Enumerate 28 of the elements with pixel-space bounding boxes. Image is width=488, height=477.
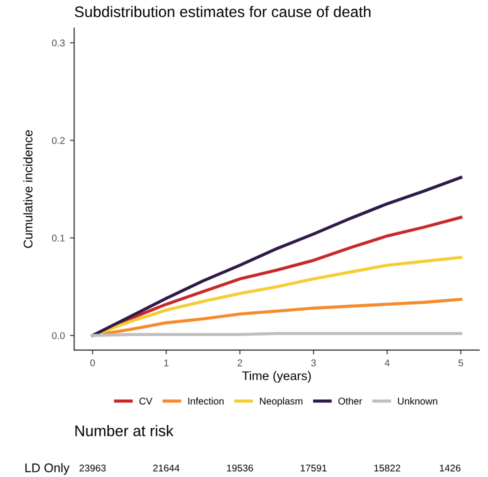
x-tick-label: 3	[311, 359, 316, 366]
y-tick-label: 0.3	[52, 40, 65, 46]
text: Number at risk	[75, 425, 174, 436]
y-tick-label: 0.2	[52, 137, 65, 144]
text: 21644	[153, 464, 180, 472]
x-tick-label: 1	[164, 360, 168, 366]
text: 19536	[227, 464, 253, 472]
legend-label: Neoplasm	[260, 397, 302, 406]
text: 1426	[440, 464, 460, 472]
x-tick-label: 5	[458, 360, 464, 366]
legend-label: Unknown	[398, 397, 438, 405]
text: LD Only	[25, 463, 70, 475]
text: 17591	[300, 464, 327, 472]
x-tick-label: 4	[384, 360, 390, 366]
text: 23963	[80, 464, 106, 472]
x-tick-label: 0	[90, 359, 95, 366]
y-tick-label: 0.0	[52, 332, 65, 340]
text: 15822	[374, 464, 400, 472]
line-series	[91, 176, 462, 338]
x-tick-label: 2	[238, 359, 242, 366]
legend-label: CV	[139, 398, 152, 405]
line-series	[91, 256, 462, 338]
chart-title: Subdistribution estimates for cause of death	[74, 6, 370, 18]
y-tick-label: 0.1	[52, 234, 65, 242]
legend-label: Other	[338, 397, 362, 405]
x-axis-title: Time (years)	[242, 370, 311, 383]
y-axis-title: Cumulative incidence	[23, 130, 32, 248]
legend-label: Infection	[188, 397, 224, 405]
